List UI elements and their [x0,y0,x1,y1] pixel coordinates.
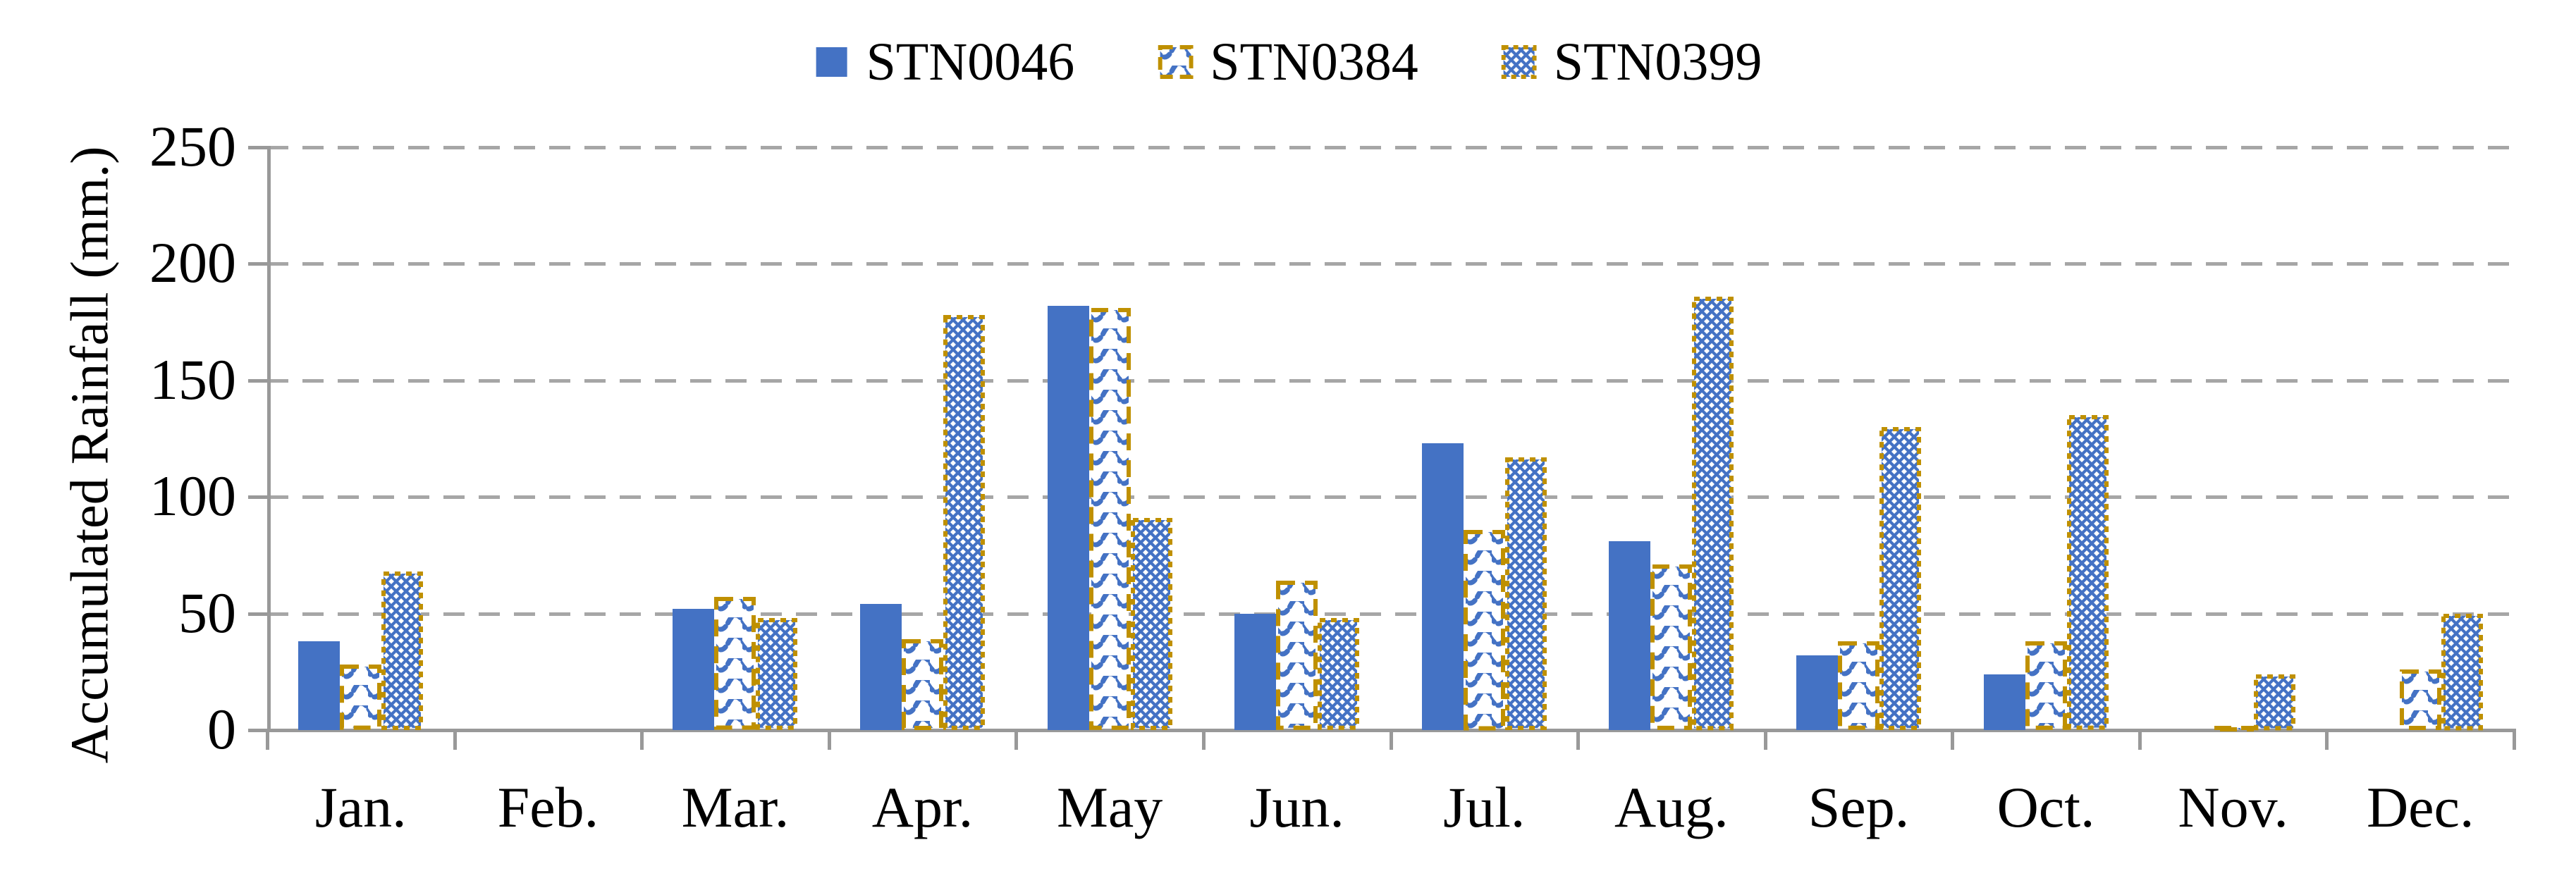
x-axis-tick [1201,730,1206,750]
bar-STN0384-Oct [2025,641,2067,730]
x-axis-label: Jan. [314,775,407,839]
y-axis-tick [248,146,270,149]
bar-STN0399-Jan [381,572,424,730]
bar-STN0399-Sep [1879,426,1921,730]
x-axis-label: Oct. [1997,775,2095,839]
x-axis-tick [266,730,269,750]
x-axis-label: Feb. [497,775,599,839]
bar-STN0046-Jul [1421,443,1464,730]
bar-STN0046-Aug [1609,541,1651,730]
bar-STN0399-Dec [2441,613,2483,730]
legend-label: STN0046 [866,32,1075,92]
bar-STN0046-Sep [1796,655,1838,730]
x-axis-tick [2513,730,2516,750]
legend-item-STN0399: STN0399 [1501,32,1762,92]
x-axis-label: Jul. [1443,775,1526,839]
bar-STN0399-Nov [2254,674,2296,730]
bar-STN0384-Jun [1276,581,1318,730]
bar-STN0384-Jul [1463,529,1505,730]
x-axis-tick [1763,730,1767,750]
bar-STN0384-Aug [1650,564,1693,730]
bar-STN0399-Jun [1318,618,1360,730]
bar-STN0399-Apr [943,315,986,730]
y-axis-tick-label: 200 [149,230,236,295]
bar-STN0384-Sep [1837,641,1879,730]
y-axis-tick [248,729,270,732]
x-axis-label: Apr. [871,775,974,839]
bar-STN0399-Oct [2066,415,2109,730]
bar-STN0046-Apr [860,604,902,730]
legend-swatch-STN0384 [1158,45,1194,79]
y-axis-line [267,146,271,730]
x-axis-tick [1014,730,1019,750]
gridline-250 [267,146,2514,149]
legend-item-STN0384: STN0384 [1158,35,1418,89]
bar-STN0399-Jul [1504,457,1547,730]
chart-legend: STN0046 STN0384 STN0399 [814,27,1762,97]
x-axis-tick [640,730,644,750]
x-axis-line [267,729,2516,732]
x-axis-label: Jun. [1249,775,1344,839]
legend-swatch-STN0046 [816,47,847,77]
bar-STN0384-Nov [2212,726,2255,731]
bar-STN0399-May [1130,517,1172,730]
gridline-200 [267,262,2514,266]
bar-STN0046-May [1047,305,1089,730]
legend-item-STN0046: STN0046 [814,32,1075,92]
x-axis-tick [2138,730,2142,750]
legend-label: STN0399 [1553,32,1762,92]
y-axis-tick [248,262,270,266]
x-axis-tick [2325,730,2329,750]
bar-STN0384-May [1088,308,1131,730]
x-axis-tick [1951,730,1955,750]
x-axis-label: Aug. [1614,775,1729,839]
y-axis-tick-label: 100 [149,464,236,529]
legend-label: STN0384 [1210,32,1418,92]
x-axis-tick [827,730,831,750]
x-axis-tick [453,730,457,750]
y-axis-tick [248,612,270,616]
legend-swatch-STN0399 [1501,45,1537,79]
x-axis-label: Nov. [2178,775,2288,839]
bar-STN0399-Aug [1692,296,1734,730]
y-axis-tick-label: 0 [207,697,236,761]
bar-STN0046-Jun [1234,613,1277,730]
bar-STN0046-Jan [298,641,341,730]
bar-STN0399-Mar [756,618,798,730]
y-axis-tick-label: 50 [178,580,236,645]
x-axis-label: Mar. [681,775,790,839]
y-axis-tick-label: 150 [149,347,236,412]
y-axis-tick [248,378,270,383]
gridline-150 [267,378,2514,383]
gridline-100 [267,495,2514,500]
bar-STN0384-Dec [2399,669,2441,730]
y-axis-tick-label: 250 [149,114,236,178]
x-axis-tick [1576,730,1581,750]
x-axis-tick [1389,730,1393,750]
x-axis-label: May [1056,775,1163,839]
bar-STN0384-Jan [340,665,382,730]
bar-STN0046-Mar [673,608,715,730]
bar-STN0046-Oct [1983,674,2025,730]
x-axis-label: Dec. [2366,775,2474,839]
y-axis-tick [248,495,270,500]
x-axis-label: Sep. [1808,775,1910,839]
gridline-50 [267,612,2514,616]
bar-STN0384-Mar [714,597,756,730]
bar-STN0384-Apr [902,638,944,730]
